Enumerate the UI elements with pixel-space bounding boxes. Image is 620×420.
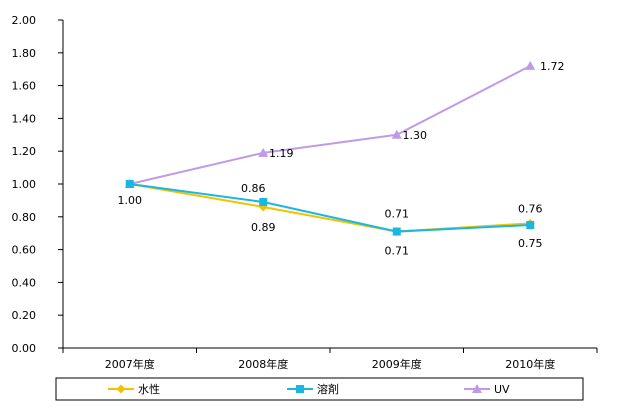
legend-item: 水性	[108, 382, 160, 396]
data-label: 0.89	[251, 221, 276, 234]
legend-marker	[296, 385, 304, 393]
y-tick-label: 0.00	[12, 342, 37, 355]
legend-item: 溶剤	[287, 382, 339, 396]
data-point	[392, 227, 401, 236]
data-label: 0.71	[385, 245, 410, 258]
legend-marker	[116, 384, 126, 394]
data-label: 1.30	[403, 129, 428, 142]
data-label: 0.75	[518, 237, 543, 250]
legend-box	[55, 377, 584, 401]
y-tick-label: 2.00	[12, 14, 37, 27]
x-tick-label: 2008年度	[238, 357, 288, 371]
data-point	[258, 147, 269, 157]
y-tick-label: 0.20	[12, 309, 37, 322]
data-labels: 0.89 0.71 0.76 1.00 0.86 0.71 0.75 1.19 1.30 1.72	[118, 60, 565, 258]
data-label: 1.19	[269, 147, 294, 160]
legend-marker	[472, 384, 482, 393]
y-tick-label: 1.80	[12, 47, 37, 60]
y-tick-label: 1.00	[12, 178, 37, 191]
x-tick-label: 2010年度	[505, 357, 555, 371]
y-axis: 0.00 0.20 0.40 0.60 0.80 1.00 1.20 1.40 1.60 1.80…	[12, 14, 64, 355]
data-label: 0.76	[518, 202, 543, 215]
data-label: 1.72	[540, 60, 565, 73]
x-axis: 2007年度 2008年度 2009年度 2010年度	[62, 347, 598, 371]
series-line	[129, 183, 531, 233]
data-point	[259, 198, 268, 207]
series-line	[129, 65, 531, 185]
y-tick-label: 1.40	[12, 112, 37, 125]
series-1	[125, 180, 535, 236]
legend: 水性 溶剤 UV	[55, 377, 584, 401]
y-tick-label: 1.20	[12, 145, 37, 158]
legend-label: UV	[494, 383, 510, 396]
x-tick-label: 2009年度	[372, 357, 422, 371]
legend-label: 溶剤	[317, 382, 339, 396]
y-tick-label: 0.80	[12, 211, 37, 224]
data-point	[526, 221, 535, 229]
x-tick-label: 2007年度	[105, 357, 155, 371]
data-point	[125, 180, 134, 188]
data-point	[391, 129, 402, 139]
y-tick-label: 1.60	[12, 80, 37, 93]
legend-label: 水性	[138, 382, 160, 396]
y-tick-label: 0.40	[12, 276, 37, 289]
data-label: 1.00	[118, 194, 143, 207]
y-tick-label: 0.60	[12, 244, 37, 257]
series-layer	[124, 60, 536, 237]
data-label: 0.86	[241, 182, 266, 195]
legend-item: UV	[464, 383, 510, 396]
data-point	[525, 60, 536, 70]
data-label: 0.71	[385, 208, 410, 221]
series-2	[124, 60, 536, 188]
